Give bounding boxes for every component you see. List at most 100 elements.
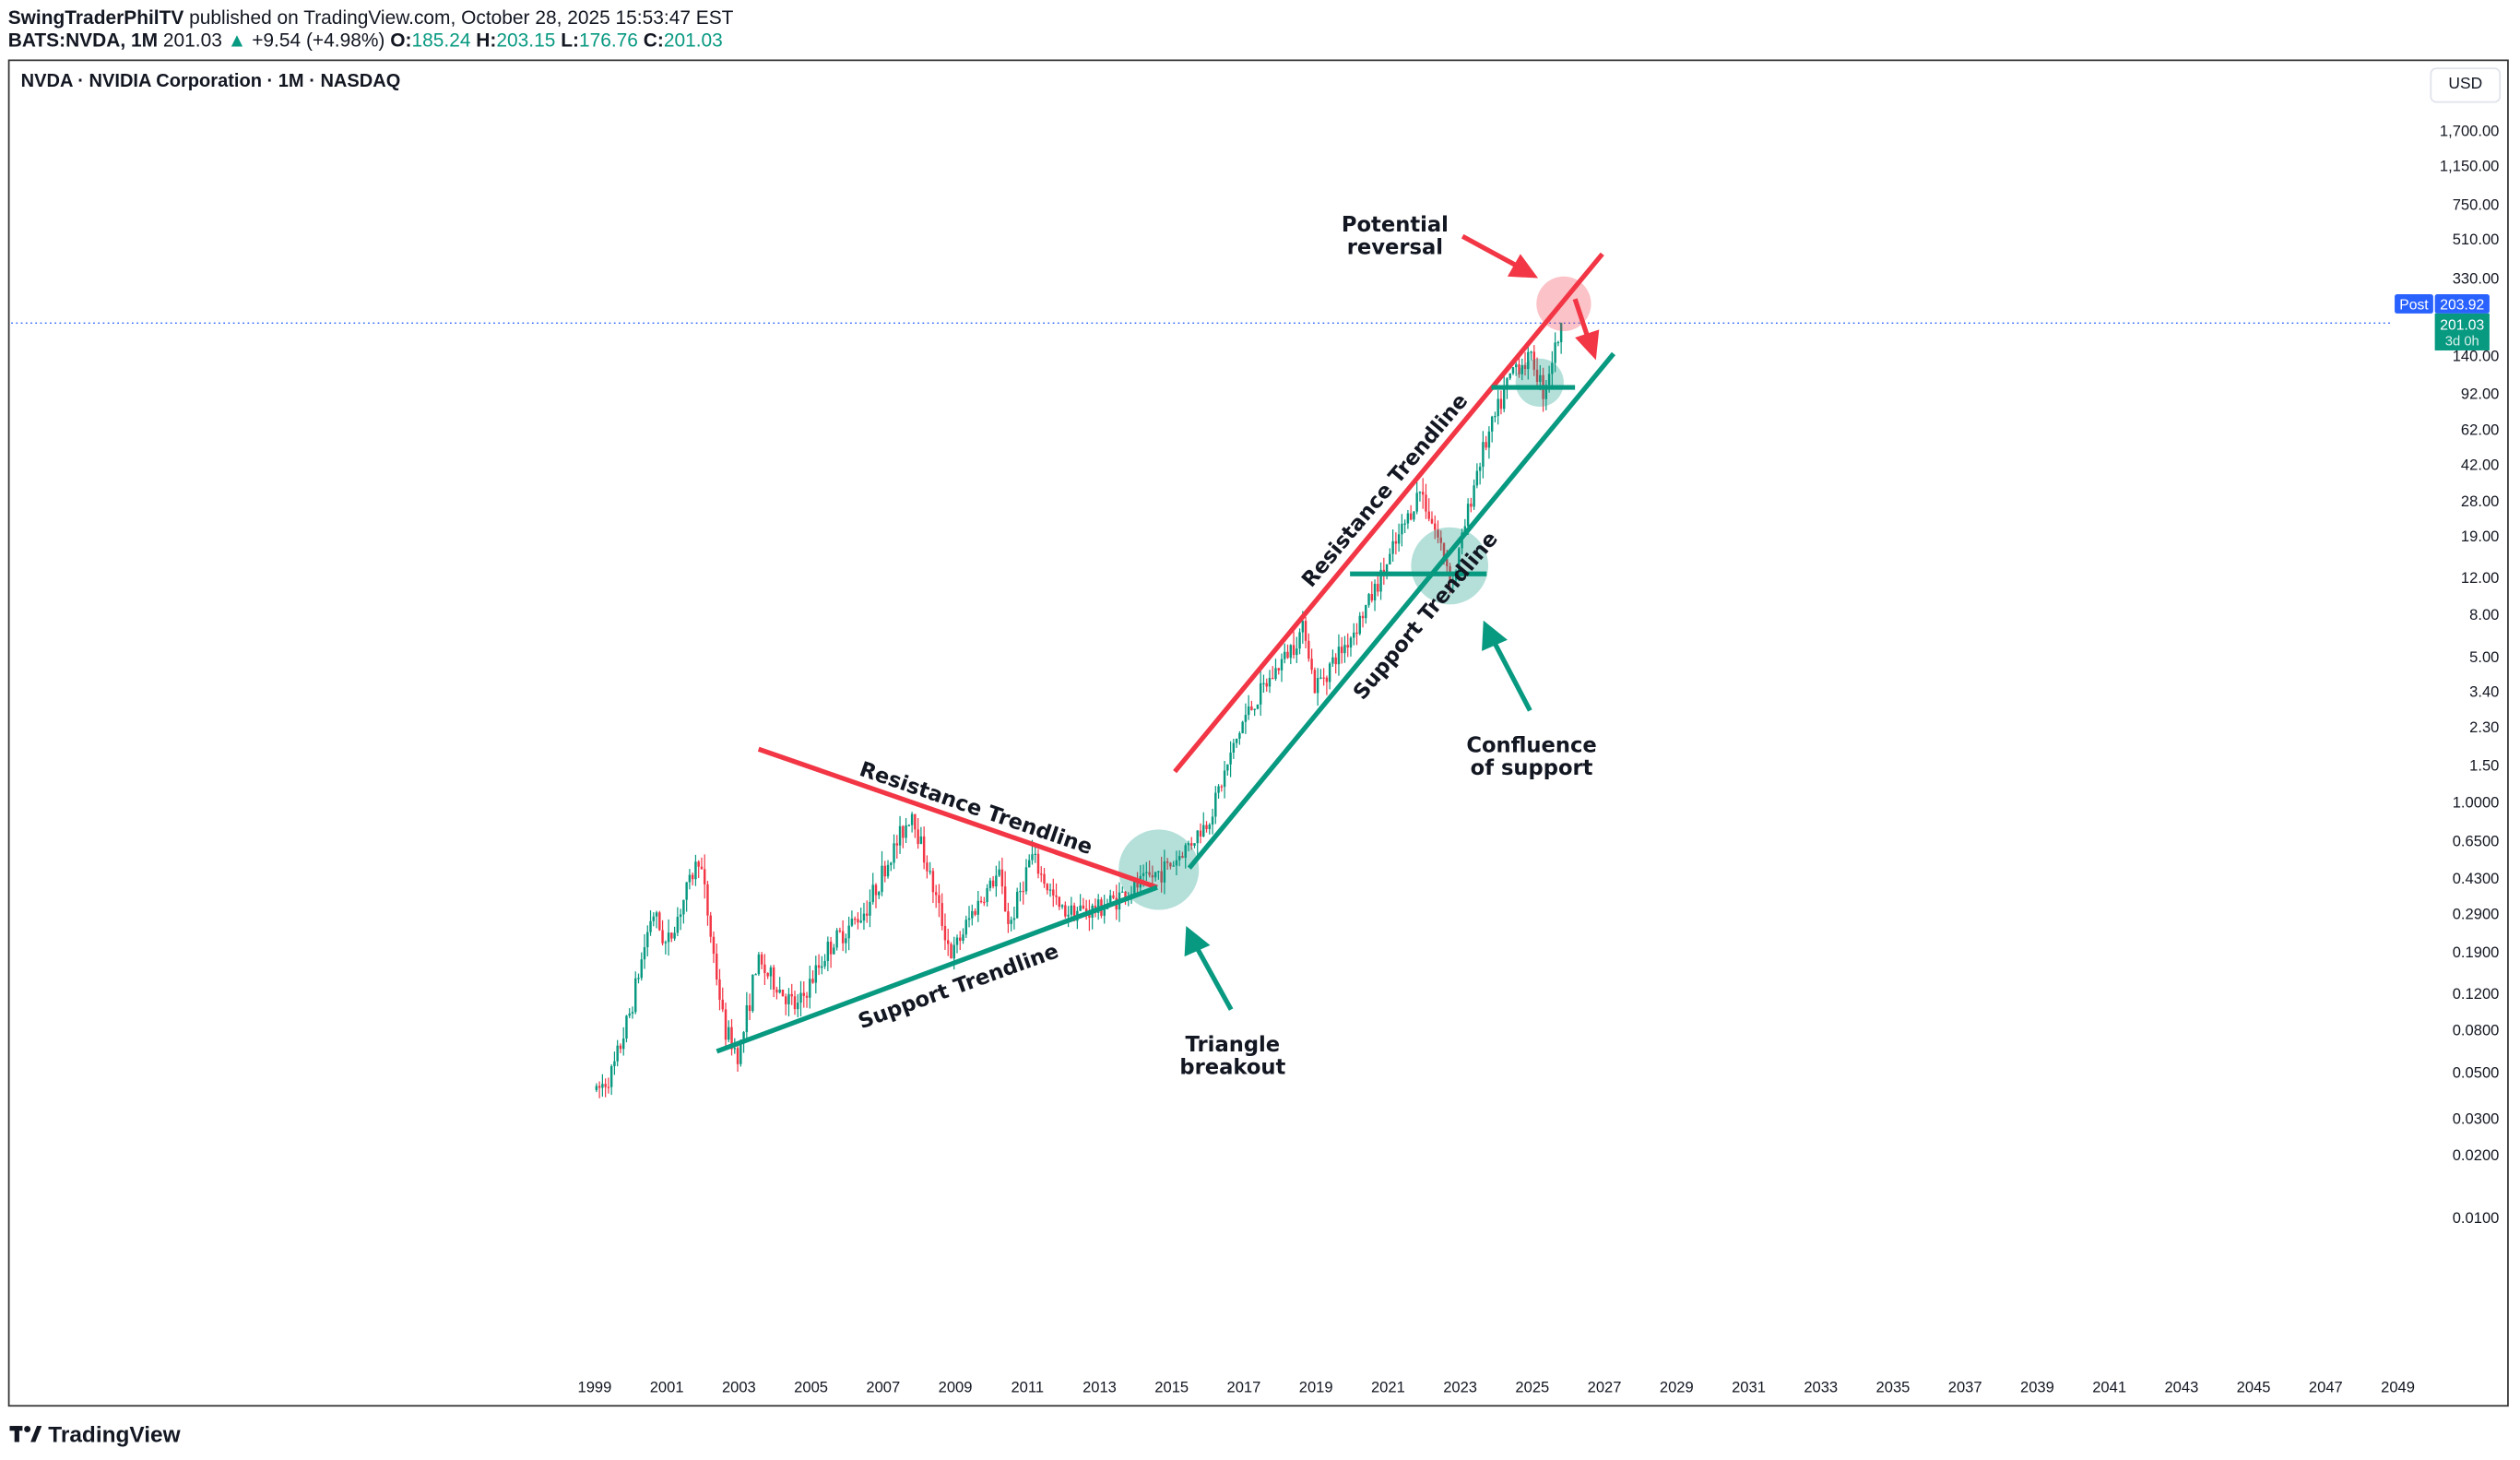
- year-tick-label: 2031: [1732, 1378, 1766, 1395]
- price-axis[interactable]: 1,700.00 1,150.00 750.00 510.00 330.00 140.00…: [2440, 122, 2499, 1227]
- candle: [1413, 511, 1415, 522]
- year-tick-label: 2045: [2237, 1378, 2271, 1395]
- resistance-trendline-2[interactable]: [1173, 252, 1604, 774]
- candle: [1019, 882, 1022, 902]
- candle: [1187, 840, 1190, 852]
- candle: [1184, 843, 1187, 869]
- support-trendline-2[interactable]: [1187, 351, 1615, 870]
- candle: [721, 987, 724, 1013]
- candle: [673, 926, 676, 942]
- candle: [1205, 821, 1208, 833]
- candle: [1310, 648, 1313, 674]
- year-tick-label: 2049: [2381, 1378, 2415, 1395]
- candle: [1556, 340, 1560, 347]
- price-tick-label: 330.00: [2453, 270, 2500, 288]
- candle: [1067, 906, 1070, 928]
- candle: [634, 971, 637, 1015]
- candle: [676, 907, 680, 937]
- author[interactable]: SwingTraderPhilTV: [7, 6, 184, 30]
- published-text: published on TradingView.com, October 28…: [189, 6, 734, 30]
- candle: [793, 991, 797, 1015]
- candle: [1355, 623, 1358, 646]
- price-tick-label: 1,150.00: [2440, 158, 2499, 175]
- candle: [865, 900, 869, 923]
- candle: [631, 1006, 634, 1019]
- support-trendline-1[interactable]: [716, 884, 1158, 1054]
- price-tick-label: 140.00: [2453, 348, 2500, 365]
- resistance-trendline-1[interactable]: [757, 746, 1158, 890]
- candle: [1064, 901, 1067, 919]
- last-price-tag: [2434, 313, 2490, 350]
- candle: [1361, 611, 1365, 628]
- reversal-label-1: Potential: [1342, 213, 1449, 237]
- candle: [902, 825, 905, 849]
- tradingview-logo[interactable]: TradingView: [9, 1421, 181, 1447]
- candle: [778, 977, 781, 994]
- year-tick-label: 2039: [2020, 1378, 2054, 1395]
- candle: [667, 919, 670, 956]
- candle: [998, 861, 1000, 878]
- candle: [1148, 860, 1151, 878]
- candle: [857, 912, 859, 930]
- candle: [1259, 671, 1262, 716]
- candle: [1322, 668, 1325, 686]
- candle: [1112, 891, 1115, 899]
- candle: [1532, 345, 1536, 376]
- candle: [1508, 373, 1511, 381]
- candle: [1229, 741, 1232, 777]
- close-value: 201.03: [663, 29, 723, 52]
- year-tick-label: 2033: [1804, 1378, 1838, 1395]
- candle: [643, 933, 646, 969]
- year-tick-label: 2043: [2164, 1378, 2198, 1395]
- year-tick-label: 2035: [1876, 1378, 1911, 1395]
- candle: [991, 875, 995, 889]
- candle: [697, 860, 700, 879]
- price-tick-label: 1.0000: [2453, 793, 2500, 811]
- candle: [907, 824, 911, 826]
- high-value: 203.15: [496, 29, 556, 52]
- close-label: C:: [643, 29, 664, 52]
- candle: [805, 991, 809, 1008]
- candle: [833, 944, 835, 955]
- time-axis[interactable]: 1999 2001 2003 2005 2007 2009 2011 2013 2015 2017…: [578, 1378, 2415, 1395]
- last-price: 201.03: [162, 29, 222, 52]
- candle: [1160, 856, 1163, 893]
- candle: [658, 910, 661, 932]
- symbol: BATS:NVDA, 1M: [7, 29, 159, 52]
- candle: [597, 1081, 601, 1098]
- candle: [1121, 886, 1124, 893]
- candle: [787, 988, 790, 1017]
- candle: [709, 911, 712, 944]
- candle: [1394, 532, 1398, 555]
- tradingview-logo-icon: [9, 1426, 42, 1442]
- candle: [881, 850, 883, 896]
- candle: [1325, 675, 1329, 695]
- candle: [988, 877, 992, 892]
- candle: [883, 861, 886, 883]
- candle: [595, 1083, 598, 1093]
- candle: [1247, 694, 1250, 720]
- candle: [730, 1018, 733, 1056]
- price-tick-label: 42.00: [2461, 456, 2499, 473]
- candle: [1559, 322, 1563, 354]
- candle: [1010, 916, 1012, 932]
- candle: [664, 940, 668, 955]
- candle: [772, 965, 775, 998]
- candle: [1319, 669, 1322, 680]
- candle: [983, 896, 986, 907]
- bar-countdown: 3d 0h: [2445, 335, 2479, 350]
- candle: [1418, 491, 1422, 502]
- candle: [1478, 462, 1482, 485]
- candle: [1515, 362, 1518, 376]
- candle: [1196, 830, 1199, 856]
- currency-button[interactable]: USD: [2430, 67, 2502, 103]
- candle: [1367, 592, 1370, 608]
- candle: [1487, 426, 1491, 459]
- candle: [971, 904, 974, 926]
- candle: [1289, 644, 1293, 665]
- price-tick-label: 0.0300: [2453, 1110, 2500, 1128]
- candle: [886, 860, 890, 879]
- candle: [1157, 871, 1160, 880]
- candle: [1235, 738, 1238, 748]
